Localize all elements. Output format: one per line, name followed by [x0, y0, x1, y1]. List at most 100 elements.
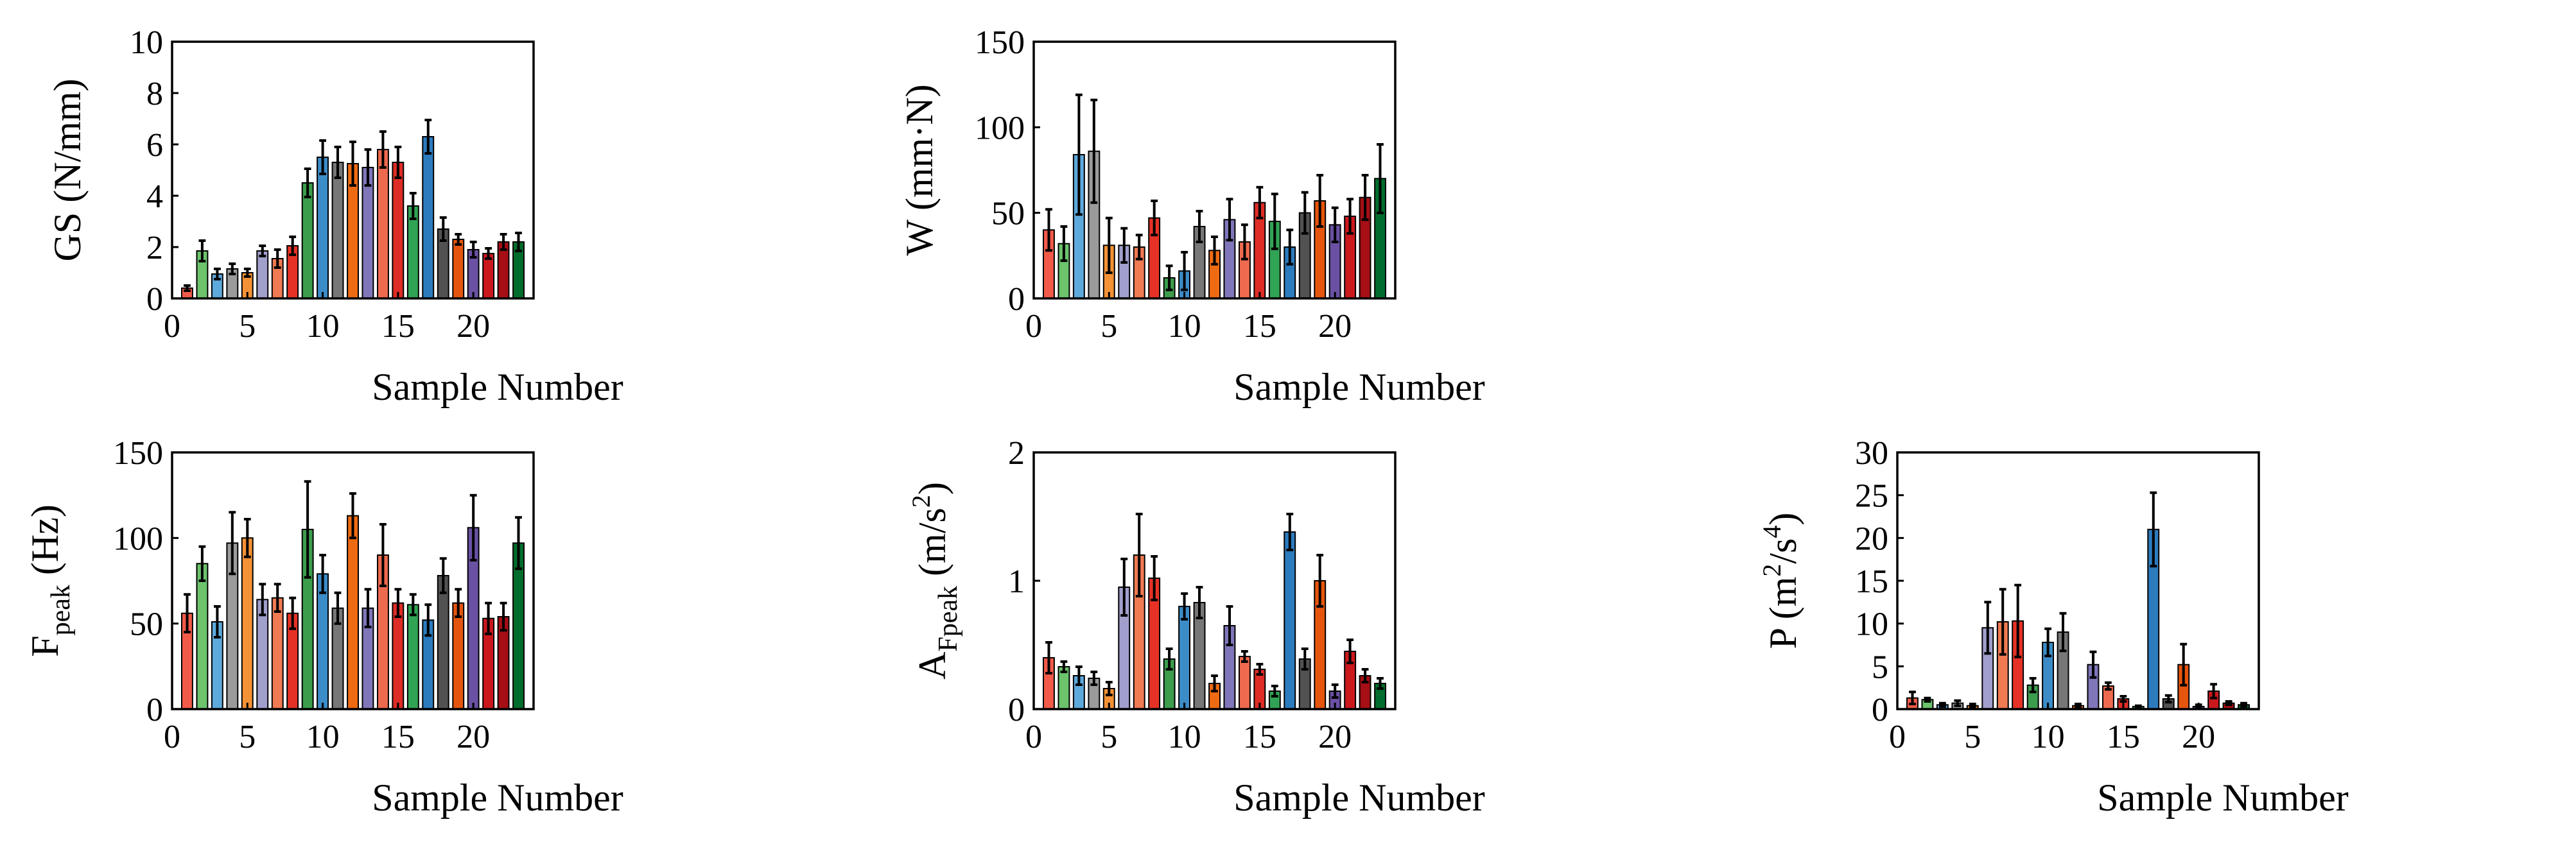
afpeak-ylabel: AFpeak (m/s2) [907, 482, 963, 680]
w-ytick-label-50: 50 [991, 196, 1025, 232]
gs-errorbar-10 [319, 139, 326, 175]
p-errorbar-1 [1909, 690, 1916, 705]
p-errorbar-11 [2059, 612, 2067, 653]
p-errorbar-12 [2075, 703, 2082, 709]
p-errorbar-4 [1954, 699, 1962, 707]
afpeak-ytick-label-0: 0 [1008, 692, 1025, 728]
gs-ytick-label-0: 0 [146, 281, 163, 318]
w-errorbar-9 [1165, 264, 1173, 291]
gs-xtick-label-10: 10 [306, 308, 340, 345]
afpeak-errorbar-5 [1105, 681, 1113, 696]
fpeak-ylabel-main: F [24, 635, 66, 656]
fpeak-ticks: 0 5 10 15 20 0 50 100 150 [113, 435, 490, 755]
w-errorbar-14 [1241, 223, 1248, 261]
p-errorbar-6 [1984, 601, 1992, 655]
w-errorbar-5 [1105, 216, 1113, 274]
gs-bar-19 [452, 239, 465, 299]
afpeak-errorbar-2 [1060, 660, 1068, 673]
p-ylabel-sup1: 2 [1757, 564, 1786, 577]
gs-bar-11 [331, 162, 344, 299]
fpeak-xtick-label-5: 5 [239, 719, 256, 755]
afpeak-errorbar-10 [1181, 592, 1188, 621]
fpeak-errorbar-19 [455, 588, 462, 618]
gs-bar-6 [256, 250, 269, 299]
fpeak-errorbar-1 [184, 593, 191, 633]
p-plot-area [1906, 491, 2250, 710]
afpeak-xtick-label-0: 0 [1025, 719, 1042, 755]
fpeak-bar-16 [406, 604, 419, 710]
p-ylabel: P (m2/s4) [1757, 513, 1804, 649]
fpeak-ylabel-unit: (Hz) [24, 504, 66, 585]
afpeak-ytick-label-2: 2 [1008, 435, 1025, 472]
afpeak-plot-area [1043, 513, 1387, 710]
p-xlabel: Sample Number [2097, 776, 2349, 819]
gs-bar-17 [422, 136, 435, 299]
chart-w: 0 5 10 15 20 0 50 100 150 Sample Number W (mm·N) [898, 24, 1485, 408]
afpeak-ylabel-main: A [911, 651, 953, 679]
gs-ytick-label-2: 2 [146, 230, 163, 266]
w-errorbar-4 [1090, 98, 1098, 204]
p-errorbar-10 [2044, 627, 2051, 658]
afpeak-ylabel-unit-post: ) [911, 482, 953, 495]
fpeak-ytick-label-0: 0 [146, 692, 163, 728]
w-axis-frame [1032, 40, 1397, 300]
afpeak-errorbar-1 [1045, 641, 1052, 674]
gs-errorbar-19 [455, 233, 462, 246]
afpeak-errorbar-9 [1165, 647, 1173, 671]
gs-errorbar-15 [394, 146, 402, 179]
p-errorbar-22 [2225, 700, 2232, 707]
w-errorbar-19 [1316, 174, 1324, 228]
afpeak-ticks: 0 5 10 15 20 0 1 2 [1008, 435, 1352, 755]
fpeak-errorbar-16 [409, 593, 417, 617]
fpeak-ylabel: Fpeak (Hz) [24, 504, 76, 657]
fpeak-axis-frame [171, 451, 535, 710]
w-errorbar-17 [1286, 228, 1294, 266]
w-errorbar-2 [1060, 225, 1068, 262]
gs-errorbar-7 [274, 248, 281, 269]
afpeak-xtick-label-15: 15 [1243, 719, 1276, 755]
w-xlabel: Sample Number [1233, 366, 1485, 408]
gs-ytick-label-6: 6 [146, 127, 163, 164]
gs-errorbar-17 [424, 119, 432, 155]
p-errorbar-2 [1924, 696, 1931, 703]
p-errorbar-17 [2150, 491, 2157, 568]
w-errorbar-16 [1271, 193, 1278, 250]
w-errorbar-12 [1211, 236, 1218, 266]
afpeak-errorbar-21 [1346, 639, 1353, 664]
p-ylabel-mid: /s [1762, 538, 1804, 564]
w-errorbar-21 [1346, 198, 1353, 235]
fpeak-errorbar-14 [379, 523, 387, 587]
fpeak-errorbar-5 [243, 518, 251, 558]
fpeak-errorbar-3 [214, 605, 221, 639]
gs-bar-14 [377, 149, 389, 299]
p-ylabel-post: ) [1762, 513, 1804, 526]
afpeak-axis-frame [1032, 451, 1397, 710]
p-xtick-label-0: 0 [1889, 719, 1906, 755]
p-ytick-label-5: 5 [1872, 649, 1888, 685]
w-errorbar-6 [1120, 227, 1128, 264]
afpeak-bar-10 [1178, 606, 1190, 710]
fpeak-bar-7 [271, 597, 284, 710]
afpeak-errorbar-13 [1226, 605, 1233, 646]
afpeak-errorbar-4 [1090, 671, 1098, 686]
fpeak-errorbar-15 [394, 588, 402, 618]
fpeak-errorbar-9 [304, 480, 311, 579]
w-errorbar-1 [1045, 208, 1052, 252]
afpeak-errorbar-14 [1241, 650, 1248, 663]
w-xtick-label-0: 0 [1025, 308, 1042, 345]
afpeak-ylabel-sup: 2 [907, 495, 936, 508]
fpeak-xtick-label-10: 10 [306, 719, 340, 755]
afpeak-errorbar-22 [1361, 668, 1369, 683]
fpeak-errorbar-21 [485, 601, 492, 635]
w-errorbar-15 [1256, 185, 1264, 219]
gs-errorbar-20 [469, 241, 477, 259]
fpeak-bar-12 [347, 515, 359, 710]
gs-errorbar-5 [243, 268, 251, 278]
gs-ticks: 0 5 10 15 20 0 2 4 6 8 10 [130, 24, 490, 345]
gs-errorbar-3 [214, 268, 221, 280]
gs-xlabel: Sample Number [372, 366, 623, 408]
afpeak-bar-17 [1284, 531, 1296, 710]
gs-errorbar-23 [515, 232, 522, 252]
